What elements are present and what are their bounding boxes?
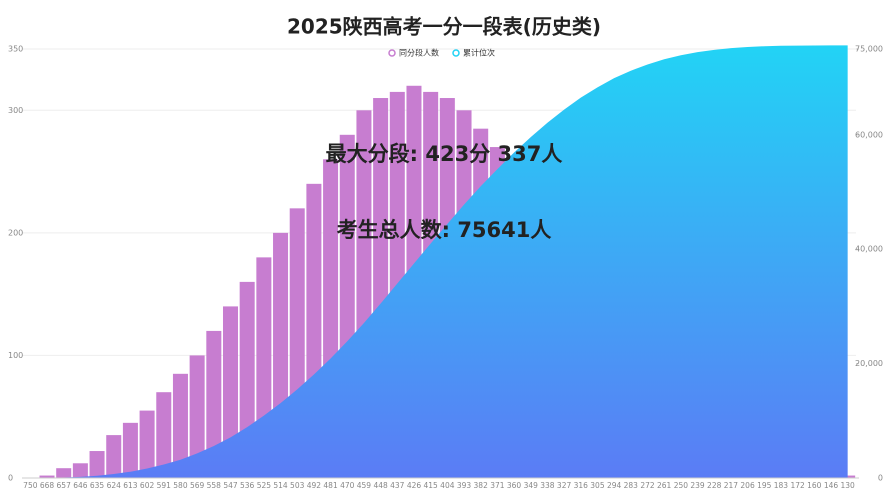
bar <box>206 330 222 478</box>
x-tick-label: 481 <box>323 481 338 490</box>
x-tick-label: 470 <box>340 481 355 490</box>
x-tick-label: 569 <box>190 481 205 490</box>
x-tick-label: 437 <box>390 481 405 490</box>
annotation: 考生总人数: 75641人 <box>337 218 552 242</box>
x-tick-label: 272 <box>640 481 655 490</box>
x-tick-label: 393 <box>457 481 472 490</box>
y-tick-label: 300 <box>8 106 23 115</box>
x-tick-label: 558 <box>207 481 222 490</box>
x-tick-label: 404 <box>440 481 455 490</box>
x-tick-label: 261 <box>657 481 672 490</box>
y-tick-label: 200 <box>8 228 23 237</box>
x-tick-label: 283 <box>624 481 639 490</box>
x-tick-label: 547 <box>223 481 238 490</box>
bar <box>139 410 155 478</box>
x-tick-label: 305 <box>590 481 605 490</box>
legend-label: 累计位次 <box>463 48 495 58</box>
x-tick-label: 503 <box>290 481 305 490</box>
x-tick-label: 172 <box>790 481 805 490</box>
x-tick-label: 294 <box>607 481 622 490</box>
bar <box>122 422 138 478</box>
y-tick-label: 350 <box>8 45 23 54</box>
x-tick-label: 668 <box>40 481 55 490</box>
x-tick-label: 514 <box>273 481 288 490</box>
legend-marker <box>388 49 396 57</box>
x-tick-label: 382 <box>474 481 489 490</box>
y2-tick-label: 0 <box>878 474 883 483</box>
bar <box>106 435 122 478</box>
y2-tick-label: 20,000 <box>855 359 883 368</box>
x-tick-label: 536 <box>240 481 255 490</box>
y-tick-label: 0 <box>8 474 13 483</box>
x-tick-label: 146 <box>824 481 839 490</box>
x-tick-label: 646 <box>73 481 88 490</box>
x-tick-label: 130 <box>840 481 855 490</box>
x-tick-label: 160 <box>807 481 822 490</box>
y2-tick-label: 60,000 <box>855 130 883 139</box>
bar <box>840 475 856 478</box>
bar <box>39 475 55 478</box>
x-tick-label: 492 <box>307 481 322 490</box>
x-tick-label: 327 <box>557 481 572 490</box>
y2-tick-label: 40,000 <box>855 245 883 254</box>
x-tick-label: 415 <box>423 481 438 490</box>
x-tick-label: 316 <box>574 481 589 490</box>
chart-title: 2025陕西高考一分一段表(历史类) <box>287 15 601 39</box>
bar <box>156 392 172 478</box>
legend-label: 同分段人数 <box>399 48 439 58</box>
x-tick-label: 426 <box>407 481 422 490</box>
bar <box>89 451 105 478</box>
bar <box>172 373 188 478</box>
x-tick-label: 580 <box>173 481 188 490</box>
x-tick-label: 239 <box>690 481 705 490</box>
x-tick-label: 349 <box>524 481 539 490</box>
x-tick-label: 750 <box>23 481 38 490</box>
y2-tick-label: 75,000 <box>855 45 883 54</box>
bar <box>72 463 88 478</box>
x-tick-label: 360 <box>507 481 522 490</box>
x-tick-label: 448 <box>373 481 388 490</box>
x-tick-label: 657 <box>57 481 72 490</box>
bar <box>56 468 72 478</box>
x-tick-label: 459 <box>357 481 372 490</box>
x-tick-label: 602 <box>140 481 155 490</box>
x-tick-label: 624 <box>107 481 122 490</box>
x-tick-label: 613 <box>123 481 138 490</box>
x-tick-label: 591 <box>157 481 172 490</box>
bar <box>189 355 205 478</box>
x-tick-label: 195 <box>757 481 772 490</box>
x-tick-label: 228 <box>707 481 722 490</box>
x-tick-label: 206 <box>740 481 755 490</box>
x-tick-label: 217 <box>724 481 739 490</box>
y-tick-label: 100 <box>8 351 23 360</box>
annotation: 最大分段: 423分 337人 <box>326 142 563 166</box>
x-tick-label: 371 <box>490 481 505 490</box>
x-tick-label: 338 <box>540 481 555 490</box>
area <box>30 45 848 478</box>
legend-marker <box>452 49 460 57</box>
x-tick-label: 635 <box>90 481 105 490</box>
x-tick-label: 250 <box>674 481 689 490</box>
x-tick-label: 525 <box>257 481 272 490</box>
x-tick-label: 183 <box>774 481 789 490</box>
